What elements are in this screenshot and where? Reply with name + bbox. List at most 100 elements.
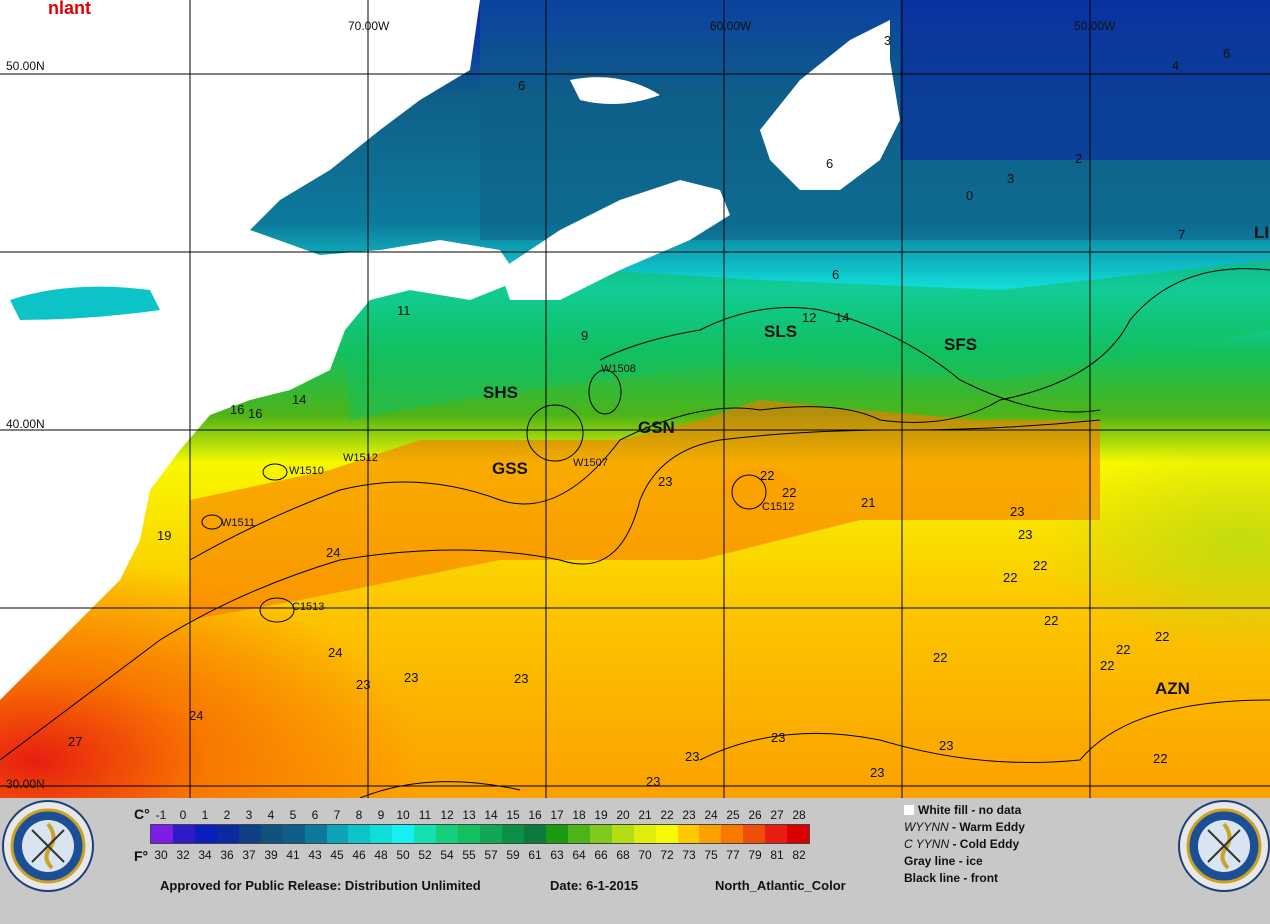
celsius-tick: 26: [748, 808, 762, 822]
temp-label: 6: [518, 78, 525, 93]
sst-map: 50.00N 40.00N 30.00N 70.00W 60.00W 50.00…: [0, 0, 1270, 798]
cold-text: - Cold Eddy: [949, 837, 1020, 851]
celsius-tick: 18: [572, 808, 586, 822]
lat-label: 50.00N: [6, 59, 45, 73]
temp-label: 22: [1003, 570, 1017, 585]
zone-label: AZN: [1155, 679, 1190, 698]
land-lake-ontario: [10, 286, 160, 320]
temperature-colorbar: [150, 824, 810, 844]
zone-label: GSS: [492, 459, 528, 478]
fahrenheit-tick: 45: [330, 848, 344, 862]
release-statement: Approved for Public Release: Distributio…: [160, 878, 481, 893]
eddy-label: W1507: [573, 457, 608, 469]
shelf-cool-water: [340, 260, 1270, 420]
celsius-tick: 28: [792, 808, 806, 822]
temp-label: 22: [1116, 642, 1130, 657]
colorbar-swatch: [216, 825, 239, 843]
temp-label: 23: [870, 765, 884, 780]
temp-label: 22: [760, 468, 774, 483]
celsius-tick: 7: [333, 808, 341, 822]
celsius-tick: 23: [682, 808, 696, 822]
legend-cold-eddy: C YYNN - Cold Eddy: [904, 836, 1025, 853]
seal-icon: [2, 800, 94, 892]
fahrenheit-tick: 81: [770, 848, 784, 862]
eddy-label: W1512: [343, 452, 378, 464]
temp-label: 24: [328, 645, 342, 660]
temp-label: 23: [404, 670, 418, 685]
temp-label: 24: [189, 708, 203, 723]
temp-label: 9: [581, 328, 588, 343]
celsius-tick: 3: [245, 808, 253, 822]
fahrenheit-tick: 77: [726, 848, 740, 862]
fahrenheit-label: F°: [134, 848, 149, 864]
temp-label: 23: [514, 671, 528, 686]
colorbar-swatch: [611, 825, 634, 843]
colorbar-swatch: [721, 825, 744, 843]
celsius-tick: 17: [550, 808, 564, 822]
colorbar-swatch: [282, 825, 305, 843]
temp-label: 7: [1178, 227, 1185, 242]
east-green-water: [700, 380, 1270, 680]
temp-label: 6: [1223, 46, 1230, 61]
zone-label: SFS: [944, 335, 977, 354]
zone-labels: SHS GSN GSS SLS SFS AZN LI: [483, 223, 1269, 698]
celsius-tick: 19: [594, 808, 608, 822]
colorbar-swatch: [699, 825, 722, 843]
fahrenheit-tick: 61: [528, 848, 542, 862]
fahrenheit-tick: 41: [286, 848, 300, 862]
corner-title: nlant: [48, 0, 91, 18]
celsius-tick: 12: [440, 808, 454, 822]
colorbar-swatch: [589, 825, 612, 843]
fahrenheit-tick: 36: [220, 848, 234, 862]
warm-code: WYYNN: [904, 820, 949, 834]
celsius-tick: 8: [355, 808, 363, 822]
fahrenheit-tick: 32: [176, 848, 190, 862]
colorbar-swatch: [787, 825, 810, 843]
eddy-label: C1512: [762, 501, 794, 513]
warm-ring-east: [720, 467, 800, 517]
fahrenheit-tick: 43: [308, 848, 322, 862]
colorbar-swatch: [304, 825, 327, 843]
colorbar-swatch: [545, 825, 568, 843]
longitude-labels: 70.00W 60.00W 50.00W: [348, 19, 1116, 33]
temp-label: 16: [248, 406, 262, 421]
celsius-tick: 10: [396, 808, 410, 822]
colorbar-swatch: [655, 825, 678, 843]
temp-label: 22: [933, 650, 947, 665]
temp-label: 23: [939, 738, 953, 753]
celsius-tick: 2: [223, 808, 231, 822]
land-north-america: [0, 0, 520, 700]
colorbar-swatch: [502, 825, 524, 843]
white-swatch: [904, 805, 914, 815]
celsius-label: C°: [134, 806, 150, 822]
temp-label: 2: [1075, 151, 1082, 166]
temperature-labels: 6 4 3 6 2 3 0 6 7 11 9 12 14 6 16 16 14 …: [68, 33, 1230, 789]
fahrenheit-tick: 70: [638, 848, 652, 862]
colorbar-swatch: [260, 825, 283, 843]
colorbar-swatch: [414, 825, 437, 843]
zone-label: GSN: [638, 418, 675, 437]
celsius-tick: 20: [616, 808, 630, 822]
temp-label: 22: [782, 485, 796, 500]
temp-label: 12: [802, 310, 816, 325]
zone-label: SHS: [483, 383, 518, 402]
lon-label: 50.00W: [1074, 19, 1116, 33]
temp-label: 23: [1018, 527, 1032, 542]
colorbar-swatch: [392, 825, 415, 843]
fahrenheit-ticks: 30 32 34 36 37 39 41 43 45 46 48 50 52 54 55 57 59 61 63 64…: [150, 848, 810, 864]
colorbar-swatch: [633, 825, 656, 843]
fahrenheit-tick: 50: [396, 848, 410, 862]
fahrenheit-tick: 72: [660, 848, 674, 862]
legend-gray-line: Gray line - ice: [904, 854, 983, 868]
colorbar-swatch: [567, 825, 590, 843]
lat-lon-grid: [0, 0, 1270, 798]
temp-label: 3: [884, 33, 891, 48]
zone-label: SLS: [764, 322, 797, 341]
latitude-labels: 50.00N 40.00N 30.00N: [6, 59, 45, 791]
land-nova-scotia: [500, 180, 730, 300]
celsius-tick: 16: [528, 808, 542, 822]
celsius-tick: 25: [726, 808, 740, 822]
celsius-tick: 14: [484, 808, 498, 822]
colorbar-swatch: [348, 825, 371, 843]
colorbar-swatch: [677, 825, 700, 843]
